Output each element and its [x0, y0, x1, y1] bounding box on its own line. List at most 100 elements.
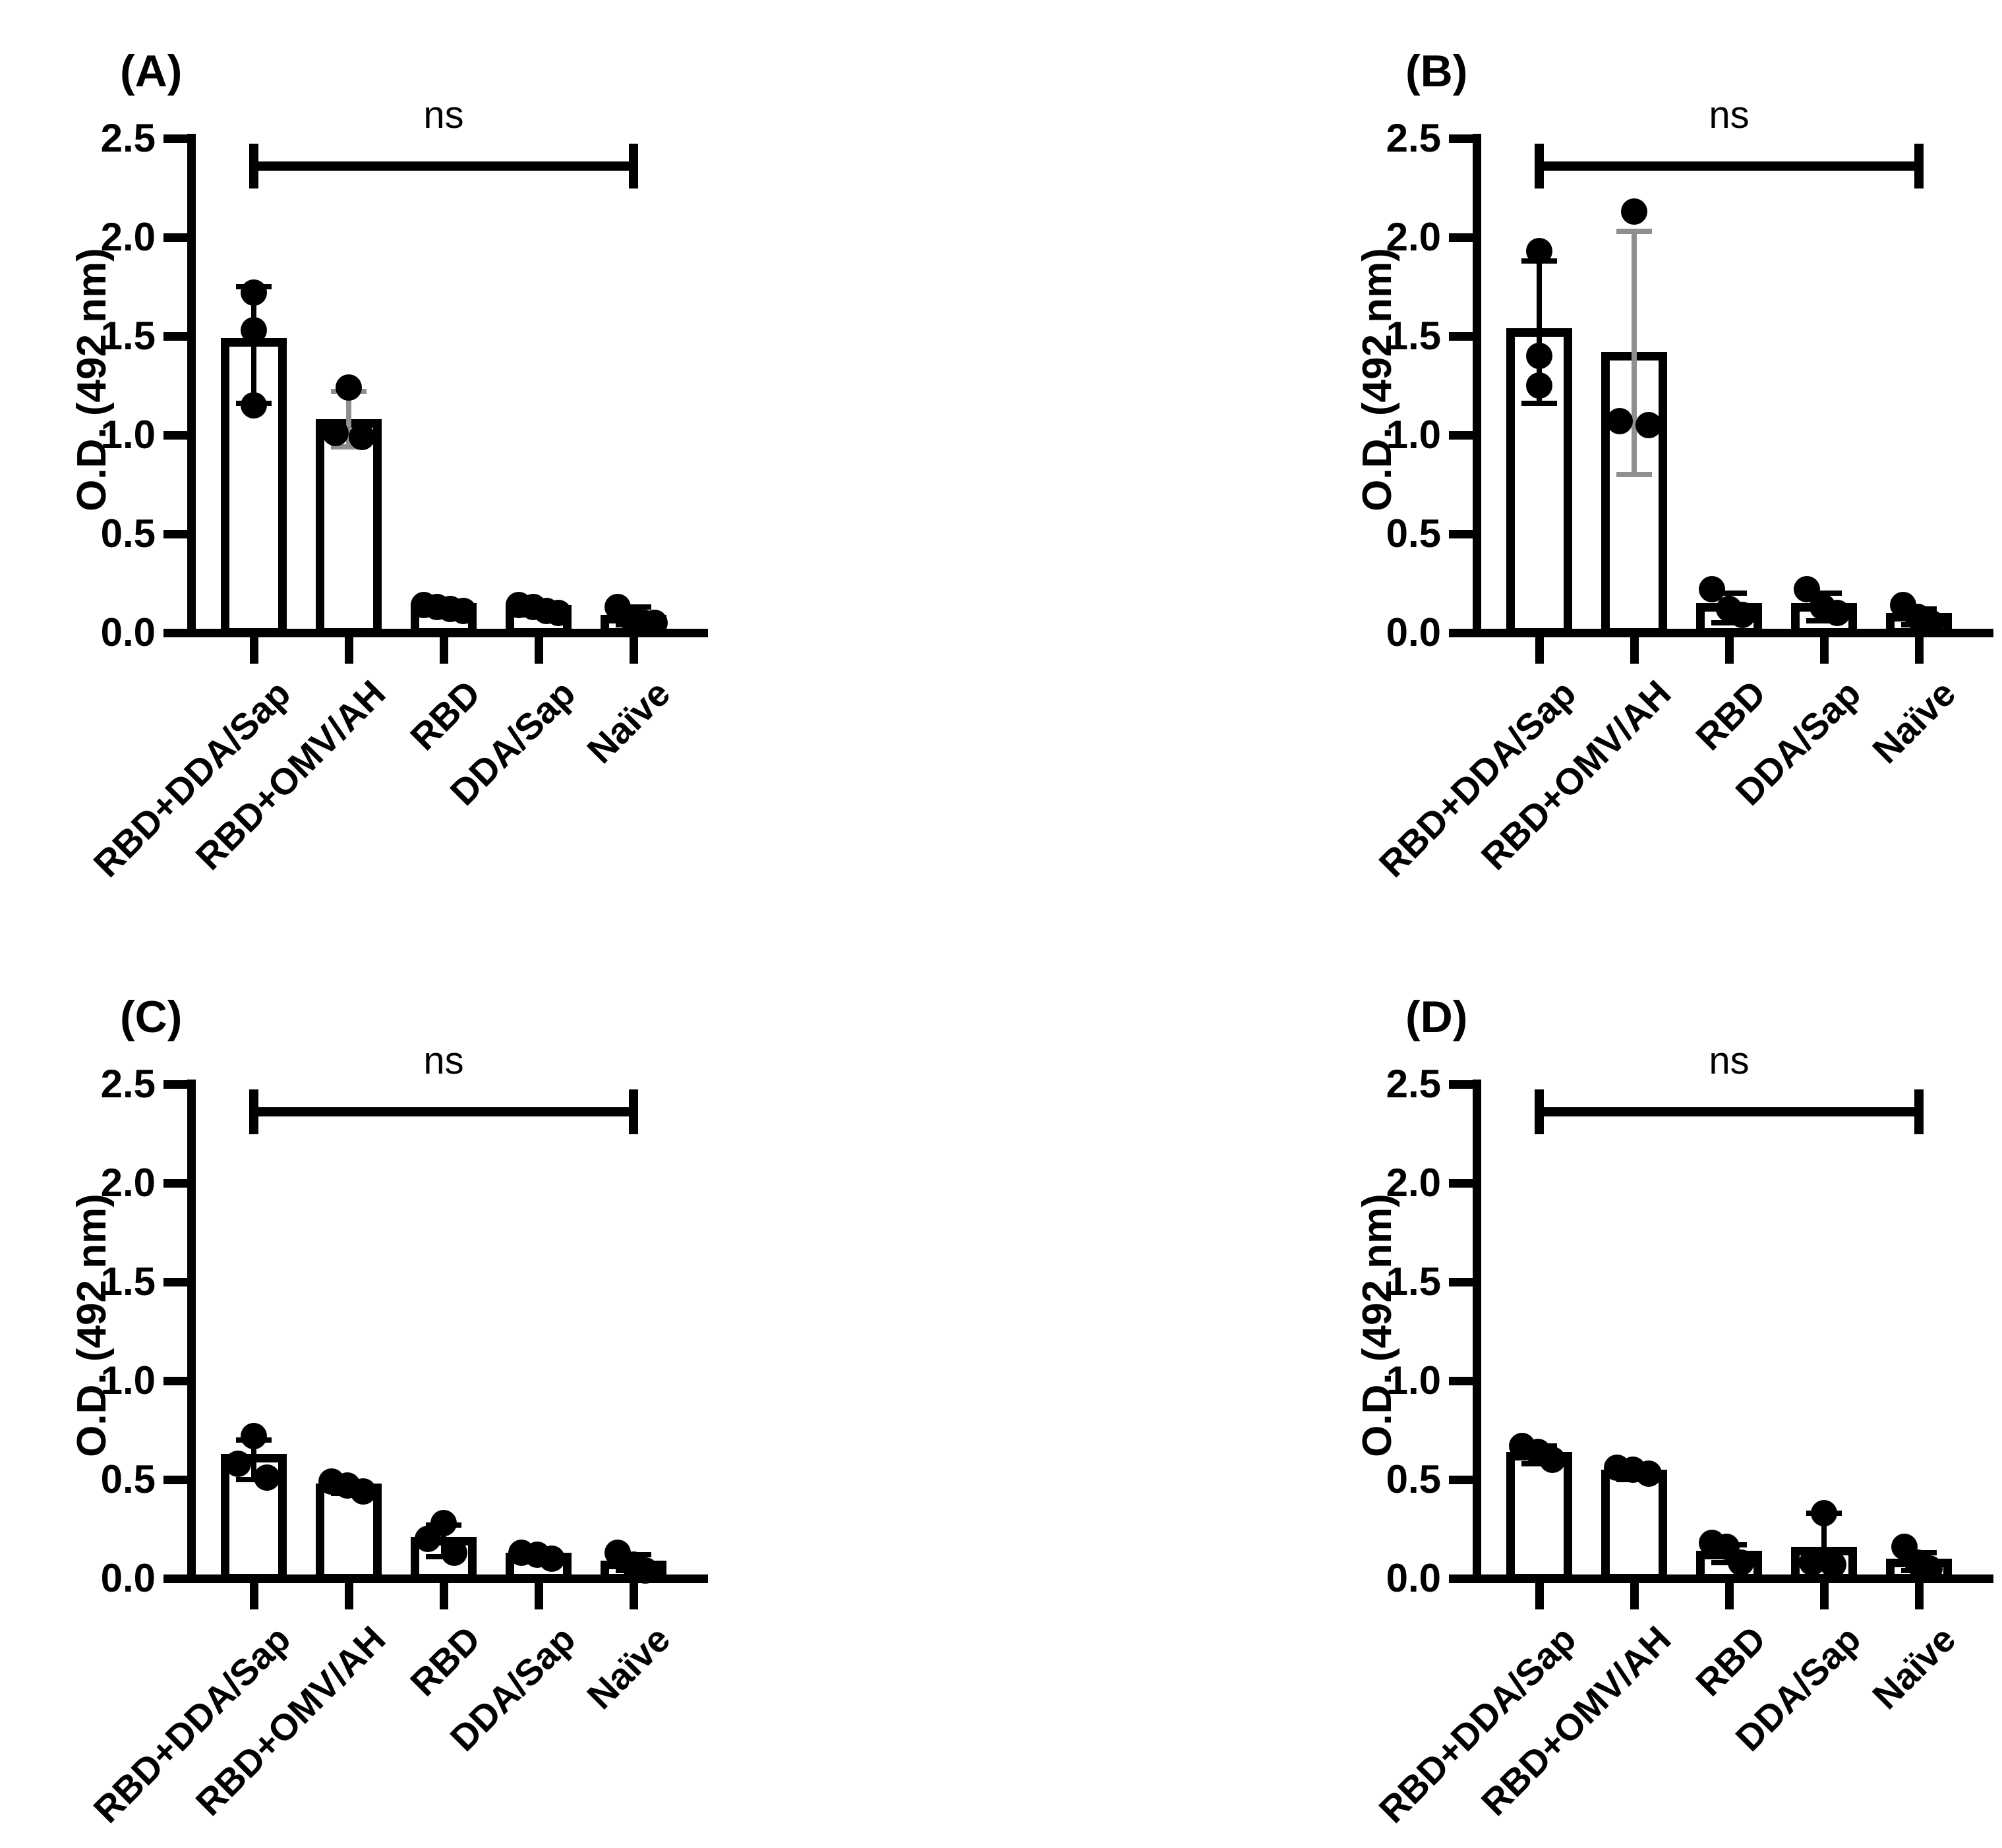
y-tick-label: 0.5 — [100, 1457, 156, 1501]
y-tick-label: 0.0 — [100, 1556, 156, 1600]
y-tick-label: 2.0 — [1386, 1161, 1441, 1205]
y-tick — [163, 1080, 187, 1089]
y-tick-label: 1.5 — [1386, 1259, 1441, 1304]
data-point — [241, 1423, 267, 1449]
data-point — [641, 610, 668, 636]
data-point — [225, 1451, 251, 1477]
y-tick-label: 2.0 — [100, 1161, 156, 1205]
y-tick-label: 1.5 — [1386, 314, 1441, 358]
x-tick — [440, 1583, 448, 1609]
y-tick-label: 1.0 — [100, 413, 156, 457]
y-tick — [163, 1476, 187, 1484]
y-tick-label: 2.5 — [1386, 1062, 1441, 1106]
y-tick-label: 0.0 — [100, 610, 156, 654]
ns-label: ns — [423, 1039, 464, 1082]
y-axis-line — [1473, 134, 1481, 637]
y-tick — [163, 134, 187, 143]
bar — [1601, 1470, 1667, 1582]
data-point — [450, 598, 477, 624]
significance-bracket-cap-right — [1914, 144, 1924, 188]
y-axis-line — [187, 134, 196, 637]
y-axis-line — [1473, 1080, 1481, 1583]
significance-bracket-cap-left — [1535, 1089, 1544, 1134]
x-tick — [1915, 637, 1924, 664]
x-tick — [1820, 637, 1829, 664]
error-bar-line — [441, 1525, 446, 1557]
y-tick — [163, 1377, 187, 1385]
data-point — [1539, 1447, 1566, 1473]
panel-label: (B) — [1405, 46, 1468, 96]
data-point — [322, 420, 349, 446]
data-point — [632, 1557, 659, 1584]
data-point — [1728, 1549, 1754, 1576]
data-point — [1526, 238, 1552, 264]
y-tick — [163, 332, 187, 341]
data-point — [241, 317, 267, 343]
error-bar-cap-bottom — [1711, 620, 1747, 625]
data-point — [415, 1526, 441, 1552]
data-point — [1811, 1500, 1837, 1526]
y-tick — [163, 1179, 187, 1188]
y-tick-label: 1.0 — [1386, 1358, 1441, 1402]
significance-bracket-cap-left — [249, 144, 258, 188]
y-tick — [163, 1278, 187, 1286]
data-point — [1729, 602, 1755, 628]
significance-bracket-line — [249, 161, 638, 171]
y-tick-label: 2.5 — [100, 1062, 156, 1106]
significance-bracket-cap-left — [249, 1089, 258, 1134]
y-tick — [1449, 1080, 1473, 1089]
y-tick-label: 2.0 — [100, 215, 156, 259]
data-point — [1621, 198, 1647, 225]
error-bar-cap-bottom — [1806, 618, 1842, 623]
panel-label: (C) — [120, 992, 183, 1042]
error-bar-cap-bottom — [1521, 401, 1557, 406]
y-tick — [1449, 332, 1473, 341]
significance-bracket-cap-right — [629, 144, 638, 188]
ns-label: ns — [423, 94, 464, 136]
y-axis-line — [187, 1080, 196, 1583]
data-point — [349, 424, 375, 450]
error-bar-line — [1632, 231, 1637, 475]
significance-bracket-line — [1535, 1107, 1924, 1116]
y-tick — [1449, 1377, 1473, 1385]
error-bar-cap-top — [1711, 591, 1747, 596]
data-point — [254, 1464, 280, 1491]
y-tick — [1449, 233, 1473, 242]
x-tick — [1820, 1583, 1829, 1609]
panel-label: (A) — [120, 46, 183, 96]
data-point — [1635, 1460, 1662, 1487]
y-tick — [163, 1574, 187, 1583]
y-tick-label: 1.5 — [100, 314, 156, 358]
significance-bracket-cap-right — [629, 1089, 638, 1134]
x-tick — [1915, 1583, 1924, 1609]
x-tick — [250, 637, 258, 664]
error-bar-line — [1537, 261, 1542, 403]
ns-label: ns — [1709, 1039, 1750, 1082]
data-point — [1635, 412, 1662, 438]
x-tick — [630, 637, 638, 664]
data-point — [241, 392, 267, 419]
y-tick-label: 2.0 — [1386, 215, 1441, 259]
y-tick-label: 0.5 — [100, 511, 156, 556]
bar — [316, 419, 382, 637]
data-point — [336, 374, 362, 401]
y-tick-label: 0.0 — [1386, 1556, 1441, 1600]
x-tick — [630, 1583, 638, 1609]
data-point — [241, 279, 267, 306]
x-tick — [1725, 1583, 1734, 1609]
y-tick-label: 2.5 — [100, 116, 156, 160]
y-tick-label: 0.5 — [1386, 1457, 1441, 1501]
y-tick — [1449, 1476, 1473, 1484]
x-tick — [345, 1583, 353, 1609]
data-point — [1606, 408, 1633, 434]
data-point — [1824, 600, 1850, 626]
significance-bracket-cap-left — [1535, 144, 1544, 188]
x-tick — [1630, 637, 1639, 664]
data-point — [350, 1478, 376, 1505]
y-tick — [163, 629, 187, 637]
data-point — [539, 1545, 565, 1572]
